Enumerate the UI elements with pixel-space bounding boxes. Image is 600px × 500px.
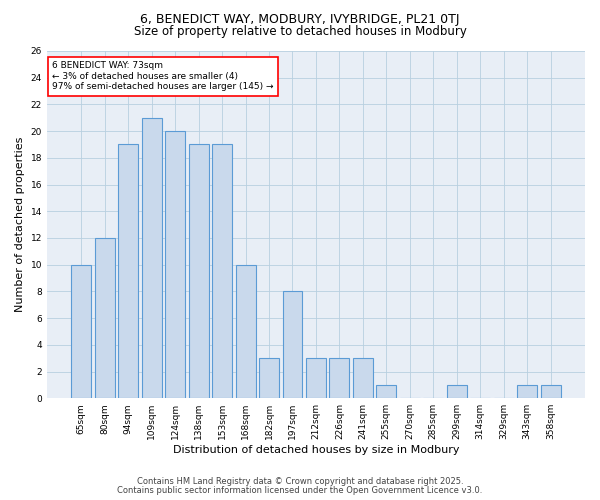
Bar (541, 385, 560, 398)
Bar (188, 144, 209, 398)
Bar (376, 385, 397, 398)
Text: Size of property relative to detached houses in Modbury: Size of property relative to detached ho… (134, 25, 466, 38)
Text: 6, BENEDICT WAY, MODBURY, IVYBRIDGE, PL21 0TJ: 6, BENEDICT WAY, MODBURY, IVYBRIDGE, PL2… (140, 12, 460, 26)
Y-axis label: Number of detached properties: Number of detached properties (15, 137, 25, 312)
X-axis label: Distribution of detached houses by size in Modbury: Distribution of detached houses by size … (173, 445, 459, 455)
Text: Contains public sector information licensed under the Open Government Licence v3: Contains public sector information licen… (118, 486, 482, 495)
Text: 6 BENEDICT WAY: 73sqm
← 3% of detached houses are smaller (4)
97% of semi-detach: 6 BENEDICT WAY: 73sqm ← 3% of detached h… (52, 62, 274, 91)
Bar (259, 358, 279, 398)
Bar (283, 292, 302, 398)
Bar (353, 358, 373, 398)
Bar (165, 131, 185, 398)
Text: Contains HM Land Registry data © Crown copyright and database right 2025.: Contains HM Land Registry data © Crown c… (137, 477, 463, 486)
Bar (142, 118, 162, 398)
Bar (212, 144, 232, 398)
Bar (329, 358, 349, 398)
Bar (306, 358, 326, 398)
Bar (447, 385, 467, 398)
Bar (118, 144, 138, 398)
Bar (95, 238, 115, 398)
Bar (517, 385, 537, 398)
Bar (236, 264, 256, 398)
Bar (71, 264, 91, 398)
